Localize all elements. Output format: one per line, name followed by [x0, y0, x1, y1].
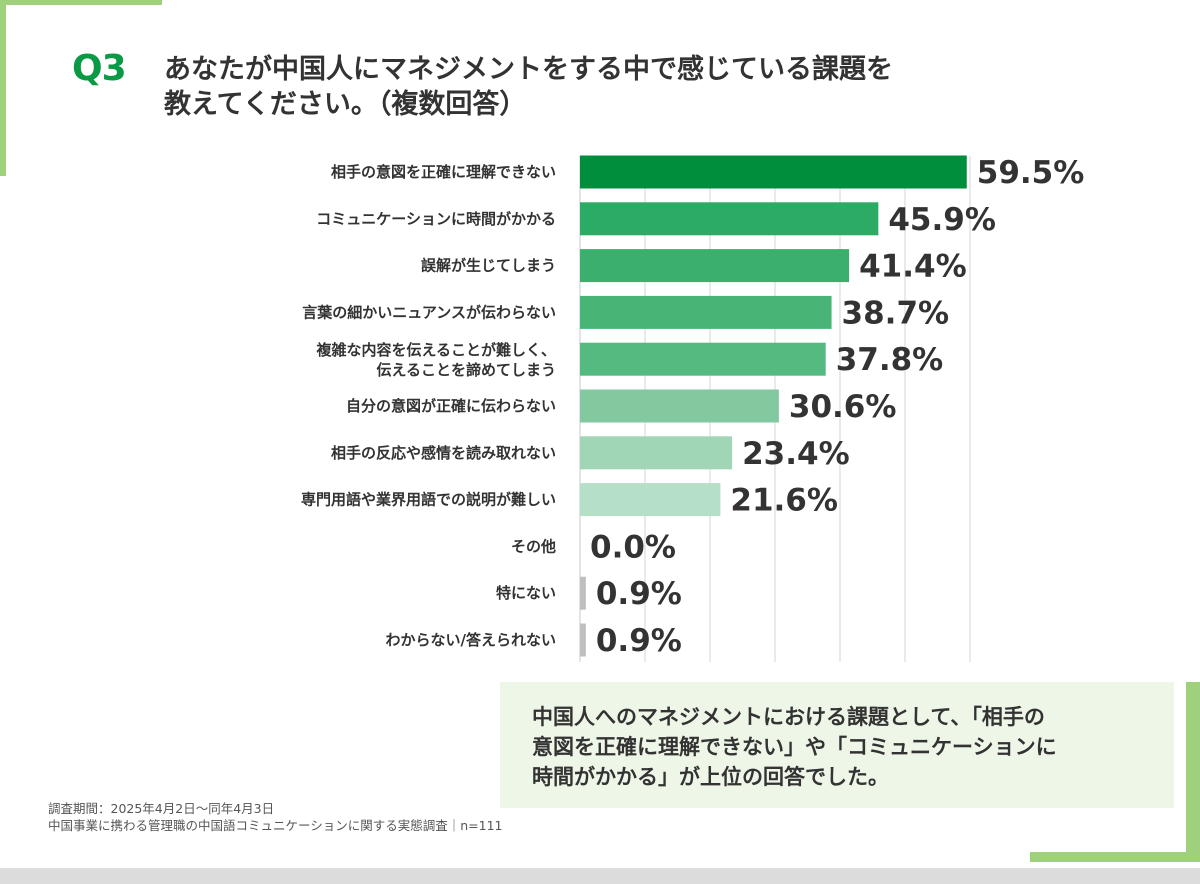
question-number: Q3	[72, 48, 127, 89]
value-label: 21.6%	[730, 483, 838, 519]
category-label: 特にない	[496, 584, 556, 602]
category-label: コミュニケーションに時間がかかる	[316, 210, 556, 228]
decor-right-stripe	[1186, 682, 1200, 860]
category-label: 言葉の細かいニュアンスが伝わらない	[302, 303, 556, 321]
bar	[580, 295, 832, 329]
bar	[580, 576, 586, 610]
value-label: 23.4%	[742, 436, 850, 472]
value-label: 59.5%	[977, 155, 1085, 191]
bar	[580, 389, 779, 423]
summary-box: 中国人へのマネジメントにおける課題として、「相手の 意図を正確に理解できない」や…	[500, 682, 1174, 808]
category-label: 自分の意図が正確に伝わらない	[346, 397, 556, 415]
bar	[580, 623, 586, 657]
decor-bottom-band	[0, 868, 1200, 884]
value-label: 0.9%	[596, 576, 682, 612]
question-title-line1: あなたが中国人にマネジメントをする中で感じている課題を	[164, 54, 893, 85]
value-label: 38.7%	[842, 295, 950, 331]
category-label: わからない/答えられない	[386, 631, 556, 649]
survey-source: 中国事業に携わる管理職の中国語コミュニケーションに関する実態調査｜n=111	[48, 818, 503, 833]
category-label: 複雑な内容を伝えることが難しく、	[315, 341, 556, 359]
category-label: その他	[511, 537, 556, 555]
category-label: 伝えることを諦めてしまう	[376, 361, 556, 379]
question-title: あなたが中国人にマネジメントをする中で感じている課題を 教えてください。（複数回…	[164, 52, 1024, 122]
value-label: 45.9%	[888, 202, 996, 238]
decor-left-stripe	[0, 0, 6, 176]
bar	[580, 249, 850, 283]
decor-bottom-stripe	[1030, 852, 1200, 862]
footnote: 調査期間：2025年4月2日〜同年4月3日 中国事業に携わる管理職の中国語コミュ…	[48, 800, 503, 834]
value-label: 37.8%	[836, 342, 944, 378]
category-label: 相手の意図を正確に理解できない	[331, 163, 556, 181]
bar	[580, 342, 826, 376]
value-label: 41.4%	[859, 249, 967, 285]
bar-chart: 相手の意図を正確に理解できない 59.5% コミュニケーションに時間がかかる 45.9…	[301, 155, 1085, 662]
question-title-line2: 教えてください。（複数回答）	[164, 89, 527, 120]
bar	[580, 436, 733, 470]
bar	[580, 202, 879, 236]
value-label: 30.6%	[789, 389, 897, 425]
bar	[580, 155, 967, 189]
survey-period: 調査期間：2025年4月2日〜同年4月3日	[48, 801, 275, 816]
summary-line1: 中国人へのマネジメントにおける課題として、「相手の	[532, 705, 1045, 729]
category-label: 専門用語や業界用語での説明が難しい	[301, 491, 556, 509]
bar	[580, 483, 721, 517]
value-label: 0.9%	[596, 623, 682, 659]
summary-line3: 時間がかかる」が上位の回答でした。	[532, 765, 889, 789]
category-label: 相手の反応や感情を読み取れない	[331, 444, 556, 462]
decor-top-stripe	[0, 0, 162, 5]
value-label: 0.0%	[590, 529, 676, 565]
summary-line2: 意図を正確に理解できない」や「コミュニケーションに	[532, 735, 1057, 759]
category-label: 誤解が生じてしまう	[421, 257, 556, 275]
